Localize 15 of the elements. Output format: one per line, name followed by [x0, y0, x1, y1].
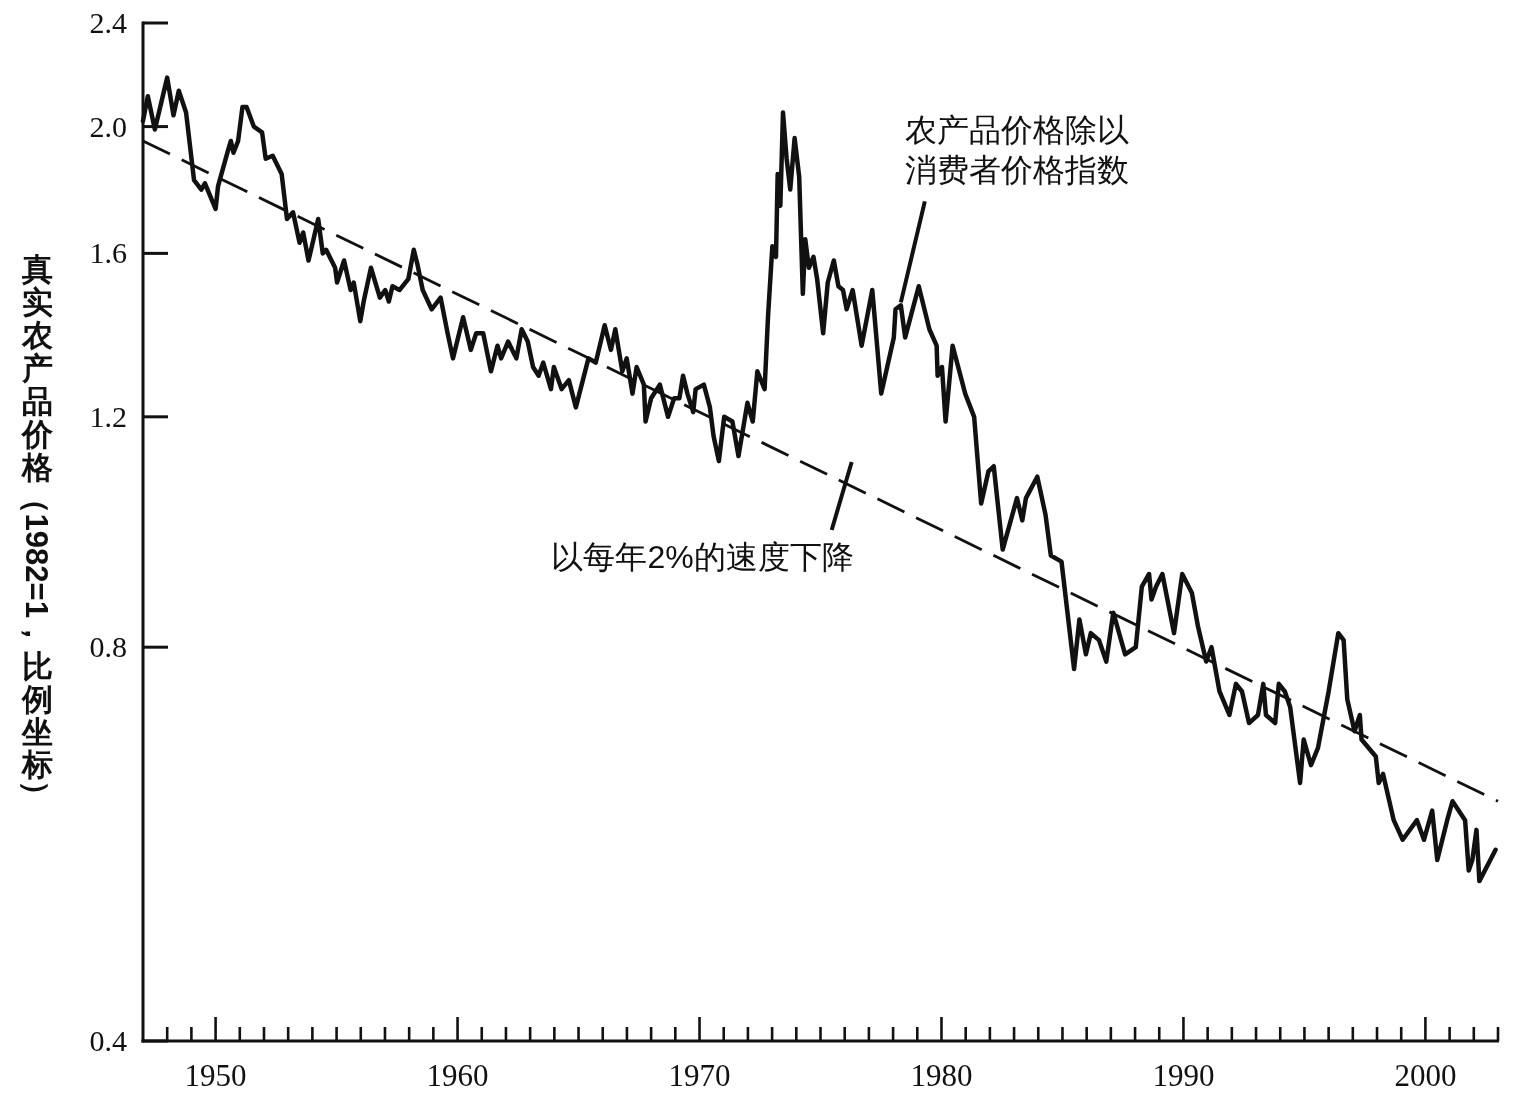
y-tick-label: 0.8 [89, 630, 127, 664]
x-tick-label: 1990 [1152, 1058, 1215, 1093]
y-tick-label: 1.2 [89, 399, 127, 433]
x-tick-label: 2000 [1394, 1058, 1457, 1093]
x-tick-label: 1980 [910, 1058, 973, 1093]
x-tick-label: 1970 [668, 1058, 731, 1093]
y-axis-title: 真实农产品价格（1982=1，比例坐标） [18, 252, 54, 812]
y-tick-label: 0.4 [89, 1024, 127, 1057]
y-tick-label: 1.6 [89, 236, 127, 270]
x-tick-label: 1950 [184, 1058, 247, 1093]
annotation-text: 以每年2%的速度下降 [551, 538, 854, 575]
y-tick-label: 2.4 [89, 6, 127, 39]
y-tick-label: 2.0 [89, 109, 127, 143]
annotation-text: 农产品价格除以消费者价格指数 [904, 112, 1129, 189]
x-tick-label: 1960 [426, 1058, 489, 1093]
